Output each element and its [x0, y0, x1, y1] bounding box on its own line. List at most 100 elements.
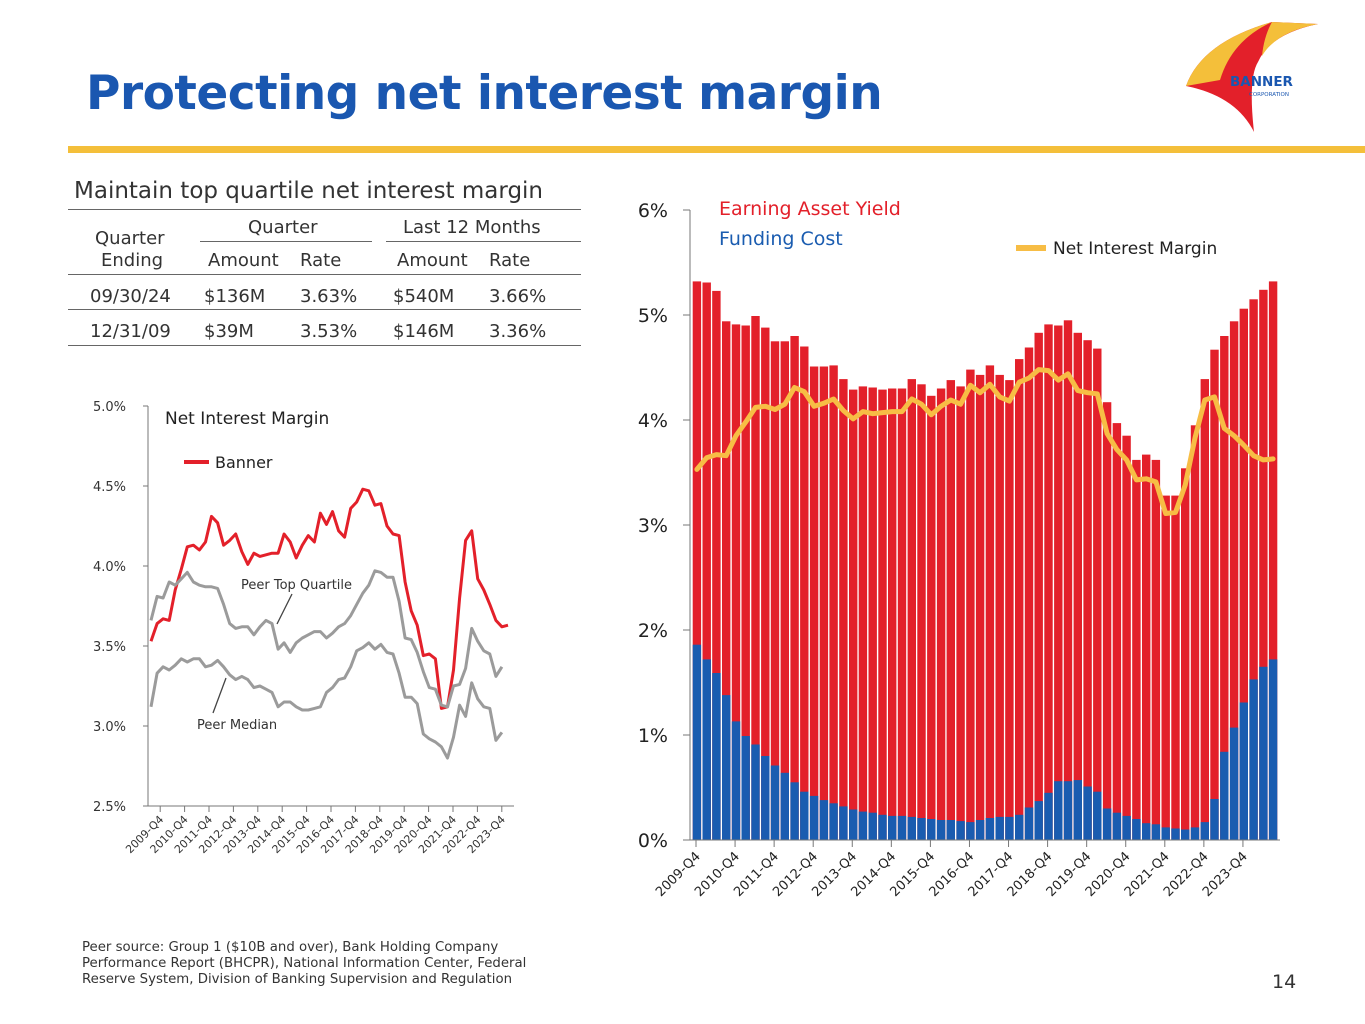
right-y-tick-label: 6%	[638, 200, 668, 222]
row1-bottom-rule	[68, 309, 581, 310]
net-interest-margin-line	[694, 367, 1276, 516]
right-y-tick-label: 1%	[638, 725, 668, 747]
earning-asset-yield-bar	[966, 369, 975, 840]
header-ltm-rate: Rate	[489, 250, 531, 271]
earning-asset-yield-bar	[1044, 324, 1053, 840]
earning-asset-yield-bar	[751, 316, 760, 840]
earning-asset-yield-bar	[829, 365, 838, 840]
earning-asset-yield-bar	[1034, 332, 1043, 840]
left-y-tick-label: 2.5%	[93, 800, 126, 815]
logo-sail-gold-tip	[1262, 22, 1318, 56]
earning-asset-yield-bar	[1122, 435, 1131, 840]
earning-asset-yield-bar	[741, 325, 750, 840]
earning-asset-yield-bar	[1102, 402, 1112, 840]
annotation-peer-median-leader	[212, 677, 227, 714]
right-y-tick-label: 4%	[638, 410, 668, 432]
legend-earning-asset-yield: Earning Asset Yield	[719, 198, 901, 220]
funding-cost-bar	[858, 811, 868, 840]
funding-cost-bar	[956, 821, 965, 840]
earning-asset-yield-bar	[1112, 423, 1122, 840]
row1-q-amount: $136M	[204, 286, 266, 307]
banner-nim-line	[149, 487, 509, 710]
row1-ending: 09/30/24	[90, 286, 171, 307]
funding-cost-bar	[927, 819, 936, 840]
funding-cost-bar	[1122, 815, 1131, 840]
funding-cost-bar	[1015, 814, 1024, 840]
funding-cost-bar	[1229, 727, 1239, 840]
page-number: 14	[1272, 971, 1297, 993]
earning-asset-yield-bar	[790, 336, 799, 840]
funding-cost-bar	[839, 806, 848, 840]
funding-cost-bar	[868, 812, 877, 840]
earning-asset-yield-bar	[702, 282, 711, 840]
row2-q-amount: $39M	[204, 321, 254, 342]
earning-asset-yield-bar	[1200, 379, 1209, 840]
earning-asset-yield-bar	[1190, 425, 1200, 841]
funding-cost-bar	[1083, 786, 1092, 840]
earning-asset-yield-bar	[819, 366, 829, 840]
earning-asset-yield-bar	[800, 346, 809, 840]
funding-cost-bar	[1268, 659, 1278, 840]
page-title: Protecting net interest margin	[86, 66, 883, 121]
earning-asset-yield-bar	[1249, 299, 1258, 841]
earning-asset-yield-bar	[956, 386, 965, 840]
header-group-ltm: Last 12 Months	[403, 217, 541, 238]
funding-cost-bar	[731, 721, 741, 840]
row2-ltm-amount: $146M	[393, 321, 455, 342]
left-y-tick-label: 5.0%	[93, 400, 126, 415]
funding-cost-bar	[1220, 751, 1229, 840]
row1-ltm-amount: $540M	[393, 286, 455, 307]
header-quarter-ending-line2: Ending	[101, 250, 164, 271]
earning-asset-yield-bar	[946, 380, 955, 840]
earning-asset-yield-bar	[1132, 459, 1141, 840]
earning-asset-yield-bar	[780, 341, 789, 841]
earning-asset-yield-bar	[975, 374, 985, 840]
earning-asset-yield-bar	[995, 374, 1004, 840]
earning-asset-yield-bar	[849, 389, 858, 840]
annotation-peer-top-quartile: Peer Top Quartile	[241, 578, 352, 593]
header-group-quarter: Quarter	[248, 217, 318, 238]
funding-cost-bar	[692, 644, 702, 840]
left-chart-title: Net Interest Margin	[165, 409, 329, 429]
right-y-tick-label: 0%	[638, 830, 668, 852]
funding-cost-bar	[966, 822, 975, 840]
annotation-peer-median: Peer Median	[197, 718, 277, 733]
table-top-rule	[68, 209, 581, 210]
funding-cost-bar	[1181, 829, 1190, 840]
funding-cost-bar	[917, 818, 926, 840]
earning-asset-yield-bar	[761, 327, 770, 841]
earning-asset-yield-bar	[1220, 336, 1229, 840]
logo-subtitle: CORPORATION	[1249, 92, 1289, 98]
earning-asset-yield-bar	[1005, 380, 1014, 840]
funding-cost-bar	[1093, 791, 1102, 840]
row2-q-rate: 3.53%	[300, 321, 358, 342]
logo-sail-gold	[1186, 22, 1272, 86]
table-title: Maintain top quartile net interest margi…	[74, 178, 544, 204]
funding-cost-bar	[722, 695, 731, 840]
earning-asset-yield-bar	[1151, 459, 1161, 840]
earning-asset-yield-bar	[1229, 321, 1239, 840]
header-group-rule-quarter	[200, 241, 372, 242]
earning-asset-yield-bar	[1181, 468, 1190, 840]
earning-asset-yield-bar	[1171, 495, 1180, 840]
funding-cost-bar	[985, 818, 995, 840]
funding-cost-bar	[1161, 827, 1170, 840]
funding-cost-bar	[1054, 781, 1063, 840]
earning-asset-yield-bar	[1093, 348, 1102, 840]
funding-cost-bar	[1132, 819, 1141, 840]
funding-cost-bar	[995, 816, 1004, 840]
earning-asset-yield-bar	[1015, 359, 1024, 840]
earning-asset-yield-bar	[927, 395, 936, 840]
earning-asset-yield-bar	[897, 388, 907, 840]
earning-asset-yield-bar	[907, 379, 916, 840]
funding-cost-bar	[770, 765, 780, 840]
funding-cost-bar	[761, 756, 770, 840]
funding-cost-bar	[1034, 801, 1043, 840]
title-divider	[68, 146, 1365, 153]
funding-cost-bar	[849, 809, 858, 840]
funding-cost-bar	[907, 816, 916, 840]
funding-cost-bar	[1151, 824, 1161, 841]
row1-ltm-rate: 3.66%	[489, 286, 547, 307]
earning-asset-yield-bar	[1083, 340, 1092, 840]
header-ltm-amount: Amount	[397, 250, 468, 271]
